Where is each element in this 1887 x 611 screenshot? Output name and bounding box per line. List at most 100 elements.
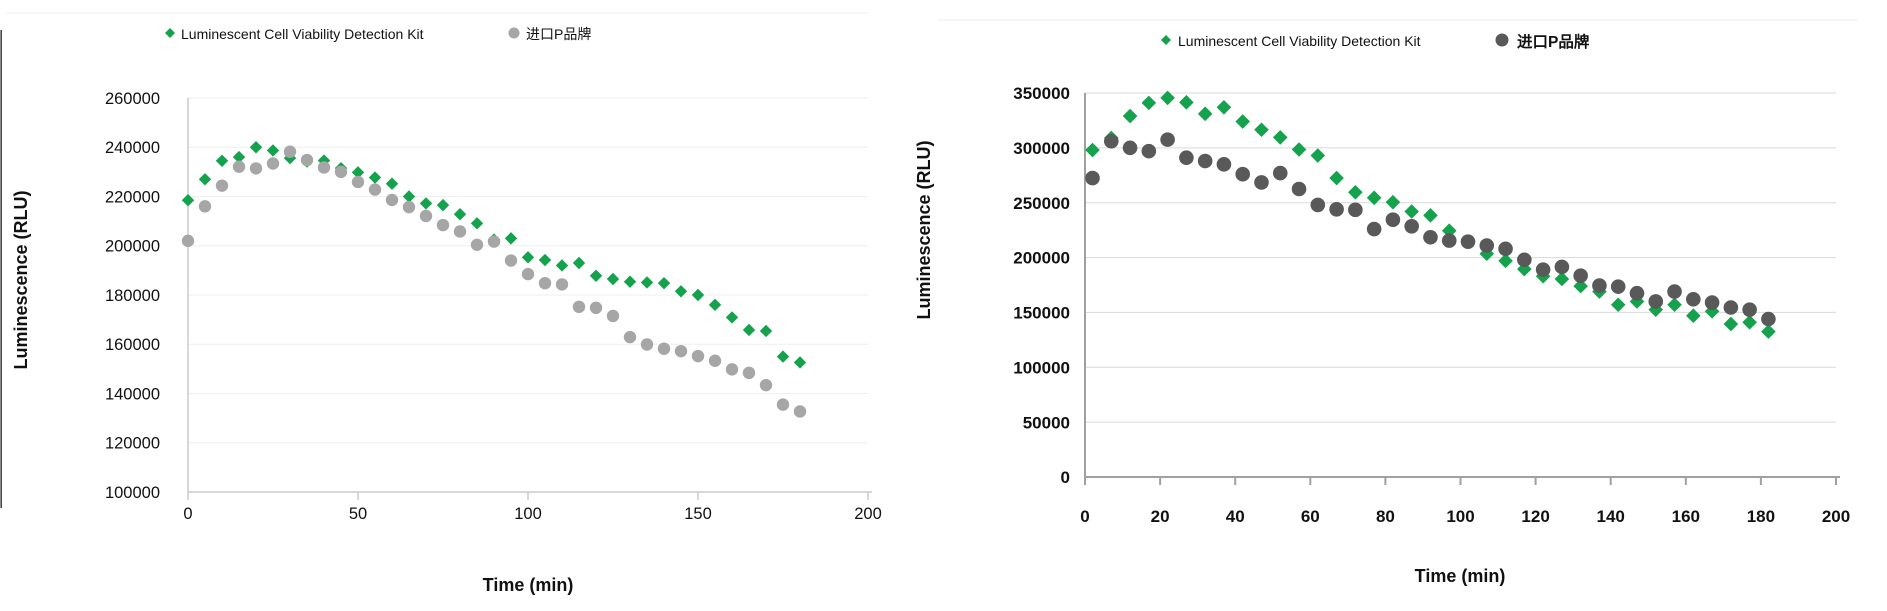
data-point-diamond <box>1216 99 1232 115</box>
data-point-diamond <box>368 171 382 184</box>
data-point-diamond <box>606 272 620 286</box>
right-chart: 0 50000 100000 150000 200000 250000 300000 3500… <box>914 19 1858 586</box>
data-point-diamond <box>742 323 756 337</box>
data-point-circle <box>300 153 314 167</box>
data-point-diamond <box>1423 208 1438 223</box>
data-point-diamond <box>1235 114 1251 129</box>
gridlines <box>188 97 868 444</box>
axes <box>187 98 872 500</box>
data-point-diamond <box>402 190 416 203</box>
legend-label: 进口P品牌 <box>526 26 591 42</box>
data-point-circle <box>368 183 382 196</box>
y-tick-label: 220000 <box>105 188 160 206</box>
legend-label: Luminescent Cell Viability Detection Kit <box>1178 33 1421 49</box>
legend-diamond-marker <box>165 28 175 38</box>
data-point-diamond <box>470 217 484 230</box>
x-tick-label: 100 <box>514 505 542 523</box>
gridlines <box>1085 92 1836 423</box>
data-point-diamond <box>1723 316 1739 332</box>
data-point-diamond <box>1761 324 1776 339</box>
data-point-circle <box>657 342 671 355</box>
data-point-diamond <box>1404 204 1419 219</box>
data-point-circle <box>1704 295 1720 310</box>
data-point-circle <box>742 366 756 380</box>
data-point-circle <box>1610 279 1626 294</box>
data-point-diamond <box>657 276 671 290</box>
data-point-circle <box>521 267 535 281</box>
data-point-circle <box>1216 157 1232 172</box>
data-point-circle <box>1592 278 1607 293</box>
data-point-circle <box>249 162 263 175</box>
data-point-circle <box>1423 229 1438 245</box>
legend-circle-marker <box>1495 33 1509 47</box>
y-axis-title: Luminescence (RLU) <box>11 190 31 369</box>
y-tick-label: 300000 <box>1013 139 1070 158</box>
data-point-circle <box>640 338 654 351</box>
x-axis-title: Time (min) <box>483 575 574 595</box>
data-point-diamond <box>776 350 790 363</box>
data-point-circle <box>555 278 569 291</box>
right-chart-series-pbrand <box>1085 132 1776 327</box>
x-tick-label: 120 <box>1521 507 1549 526</box>
data-point-circle <box>470 238 484 251</box>
data-point-diamond <box>1348 184 1363 200</box>
data-point-circle <box>181 234 195 248</box>
data-point-circle <box>1460 234 1476 249</box>
data-point-circle <box>1761 311 1776 327</box>
data-point-circle <box>776 398 790 411</box>
data-point-circle <box>419 209 433 223</box>
data-point-circle <box>1310 197 1326 213</box>
x-tick-label: 150 <box>684 505 712 523</box>
data-point-circle <box>538 276 552 290</box>
left-chart: 100000 120000 140000 160000 180000 200000 2200… <box>0 12 882 595</box>
x-tick-label: 60 <box>1301 507 1320 526</box>
data-point-diamond <box>1329 170 1344 186</box>
x-tick-label: 180 <box>1747 507 1775 526</box>
x-tick-label: 140 <box>1597 507 1625 526</box>
y-tick-label: 100000 <box>105 484 160 502</box>
data-point-diamond <box>1385 194 1401 210</box>
data-point-diamond <box>521 251 535 264</box>
data-point-diamond <box>181 193 195 207</box>
data-point-diamond <box>555 259 569 272</box>
x-tick-label: 20 <box>1151 507 1170 526</box>
data-point-circle <box>215 179 229 192</box>
data-point-circle <box>1197 153 1213 169</box>
axes <box>1084 93 1840 485</box>
data-point-diamond <box>1179 95 1194 110</box>
y-tick-label: 250000 <box>1013 194 1070 213</box>
legend-label: 进口P品牌 <box>1517 32 1590 51</box>
data-point-diamond <box>249 141 263 154</box>
data-point-circle <box>283 145 297 158</box>
data-point-circle <box>1441 233 1457 248</box>
data-point-diamond <box>691 288 705 302</box>
y-tick-label: 200000 <box>105 238 160 256</box>
legend-label: Luminescent Cell Viability Detection Kit <box>181 26 424 42</box>
data-point-circle <box>1235 166 1251 182</box>
data-point-diamond <box>1254 122 1269 138</box>
y-axis-title: Luminescence (RLU) <box>914 140 934 319</box>
data-point-diamond <box>1366 190 1382 206</box>
data-point-diamond <box>1197 106 1213 122</box>
left-chart-series-pbrand <box>181 145 807 418</box>
y-tick-label: 140000 <box>105 385 160 403</box>
data-point-diamond <box>453 208 467 221</box>
data-point-diamond <box>1141 95 1157 111</box>
data-point-circle <box>1629 285 1645 301</box>
data-point-circle <box>674 344 688 358</box>
data-point-circle <box>623 330 637 344</box>
y-tick-labels: 0 50000 100000 150000 200000 250000 300000 3500… <box>1013 84 1070 487</box>
data-point-circle <box>1648 294 1664 309</box>
data-point-circle <box>402 200 416 214</box>
data-point-circle <box>1554 259 1570 275</box>
data-point-diamond <box>266 144 280 157</box>
data-point-diamond <box>215 154 229 167</box>
data-point-diamond <box>436 198 450 212</box>
y-tick-label: 260000 <box>105 90 160 108</box>
data-point-circle <box>1573 268 1588 283</box>
data-point-diamond <box>1291 142 1307 157</box>
y-tick-label: 160000 <box>105 336 160 354</box>
legend-circle-marker <box>508 27 520 39</box>
